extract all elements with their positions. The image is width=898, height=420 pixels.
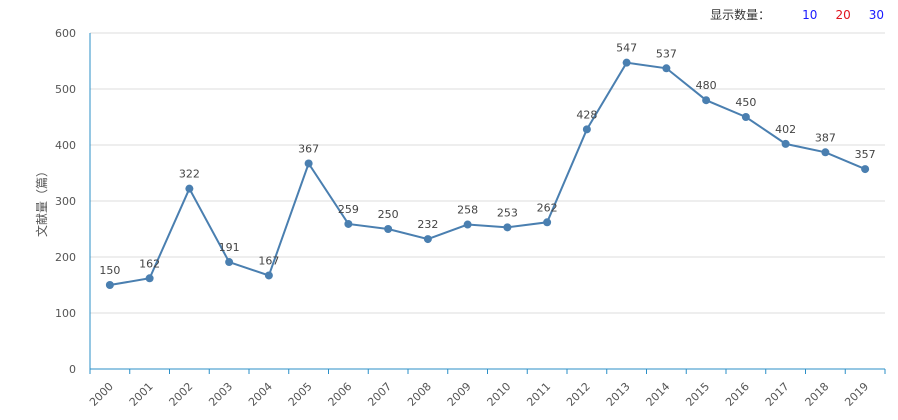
x-tick-label: 2017 [763, 380, 792, 409]
data-label: 167 [258, 254, 279, 267]
data-label: 537 [656, 47, 677, 60]
x-tick-label: 2005 [286, 380, 315, 409]
x-tick-label: 2007 [365, 380, 394, 409]
data-label: 322 [179, 168, 200, 181]
data-point [662, 64, 671, 73]
data-label: 367 [298, 142, 319, 155]
data-point [821, 148, 830, 157]
data-point [384, 225, 393, 233]
x-tick-label: 2006 [326, 380, 355, 409]
display-count-option-30[interactable]: 30 [868, 7, 884, 22]
data-point [702, 96, 711, 105]
data-label: 547 [616, 42, 637, 55]
data-label: 262 [537, 201, 558, 214]
x-tick-label: 2013 [604, 380, 633, 409]
y-tick-label: 600 [55, 27, 76, 40]
x-tick-label: 2014 [644, 380, 673, 409]
data-point [503, 223, 512, 232]
x-tick-label: 2003 [206, 380, 235, 409]
data-point [145, 274, 154, 283]
y-tick-label: 500 [55, 83, 76, 96]
y-tick-label: 200 [55, 251, 76, 264]
x-tick-label: 2009 [445, 380, 474, 409]
data-point [225, 258, 234, 267]
data-point [264, 271, 273, 280]
data-point [423, 235, 432, 244]
x-tick-label: 2001 [127, 380, 156, 409]
x-tick-label: 2016 [723, 380, 752, 409]
data-label: 191 [219, 241, 240, 254]
y-axis-label: 文献量（篇） [34, 165, 49, 237]
x-tick-label: 2004 [246, 380, 275, 409]
data-label: 428 [576, 108, 597, 121]
data-label: 150 [99, 264, 120, 277]
x-tick-label: 2002 [167, 380, 196, 409]
y-tick-label: 100 [55, 307, 76, 320]
data-label: 480 [696, 79, 717, 92]
data-point [304, 159, 313, 168]
data-label: 259 [338, 203, 359, 216]
data-point [344, 219, 353, 228]
data-point [781, 139, 790, 148]
data-point [741, 113, 750, 121]
x-tick-label: 2018 [803, 380, 832, 409]
display-count-option-10[interactable]: 10 [802, 7, 818, 22]
data-label: 402 [775, 123, 796, 136]
display-count-bar: 显示数量： 10 20 30 [710, 6, 884, 23]
data-label: 258 [457, 204, 478, 217]
x-tick-label: 2011 [524, 380, 553, 409]
data-label: 162 [139, 257, 160, 270]
data-point [105, 281, 114, 289]
data-label: 357 [855, 148, 876, 161]
x-tick-label: 2008 [405, 380, 434, 409]
data-point [861, 165, 870, 174]
x-tick-label: 2000 [87, 380, 116, 409]
data-point [622, 58, 631, 67]
display-count-option-20[interactable]: 20 [835, 7, 851, 22]
y-tick-label: 400 [55, 139, 76, 152]
series-line [109, 61, 866, 286]
data-point [463, 220, 472, 229]
data-label: 450 [735, 96, 756, 109]
x-tick-label: 2019 [842, 380, 871, 409]
y-tick-label: 0 [69, 363, 76, 376]
data-point [582, 125, 591, 134]
x-tick-label: 2010 [485, 380, 514, 409]
x-tick-label: 2012 [564, 380, 593, 409]
display-count-label: 显示数量： [710, 8, 771, 22]
data-label: 250 [378, 208, 399, 221]
data-label: 253 [497, 206, 518, 219]
data-label: 387 [815, 131, 836, 144]
y-tick-label: 300 [55, 195, 76, 208]
data-point [185, 184, 194, 193]
x-tick-label: 2015 [683, 380, 712, 409]
data-point [543, 218, 552, 227]
data-label: 232 [417, 218, 438, 231]
